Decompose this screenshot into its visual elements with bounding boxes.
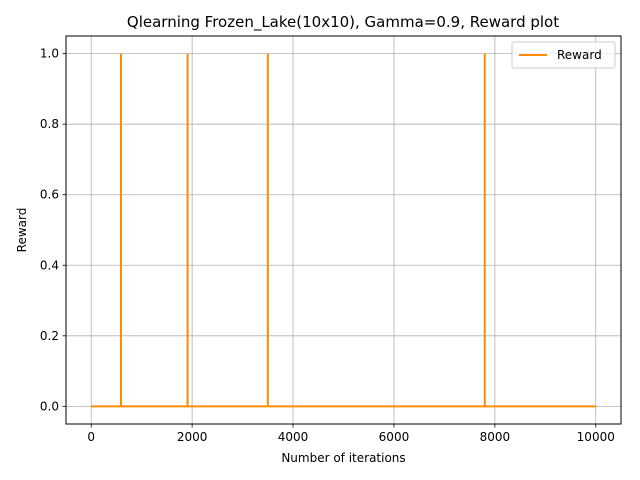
x-tick-label: 6000: [379, 430, 410, 444]
y-tick-label: 1.0: [40, 47, 59, 61]
grid-lines: [66, 36, 621, 424]
x-tick-label: 2000: [177, 430, 208, 444]
x-tick-label: 4000: [278, 430, 309, 444]
y-axis-label: Reward: [15, 208, 29, 253]
y-tick-label: 0.0: [40, 399, 59, 413]
x-axis-label: Number of iterations: [281, 451, 405, 465]
y-tick-label: 0.2: [40, 329, 59, 343]
legend: Reward: [511, 41, 616, 69]
series-line-reward: [91, 53, 596, 408]
y-tick-label: 0.8: [40, 117, 59, 131]
plot-frame: [65, 35, 622, 425]
x-tick-label: 0: [87, 430, 95, 444]
y-tick-label: 0.6: [40, 188, 59, 202]
x-tick-label: 10000: [577, 430, 615, 444]
legend-label-reward: Reward: [557, 48, 602, 62]
chart-title: Qlearning Frozen_Lake(10x10), Gamma=0.9,…: [127, 13, 559, 32]
legend-box: [511, 41, 616, 69]
series-layer: [91, 53, 596, 408]
y-tick-label: 0.4: [40, 258, 59, 272]
axis-ticks: 0 2000 4000 6000 8000 10000 0.0 0.2 0.4 0.6 0.8 1.0: [40, 47, 615, 444]
x-tick-label: 8000: [480, 430, 511, 444]
